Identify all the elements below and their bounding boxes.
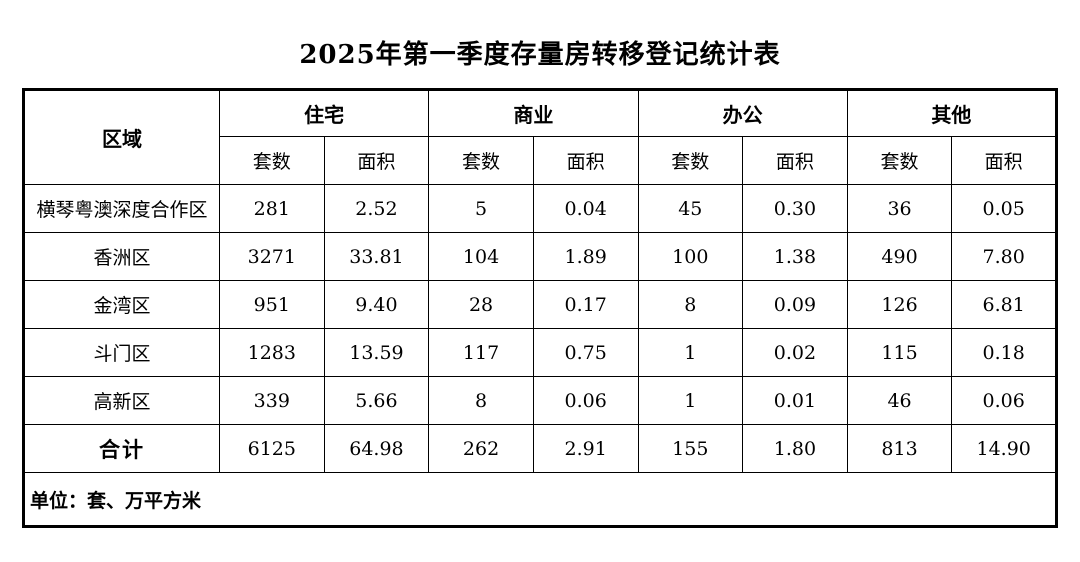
column-group-office: 办公 [637, 89, 848, 137]
value-cell: 0.06 [532, 376, 639, 425]
column-header-region: 区域 [23, 89, 220, 185]
column-group-other: 其他 [846, 89, 1058, 137]
header-group-row: 区域 住宅 商业 办公 其他 [23, 89, 1058, 185]
total-value-cell: 6125 [219, 424, 325, 473]
value-cell: 1.38 [742, 232, 848, 281]
value-cell: 0.09 [742, 280, 848, 329]
total-value-cell: 2.91 [532, 424, 639, 473]
value-cell: 115 [846, 328, 953, 377]
value-cell: 117 [428, 328, 534, 377]
subheader-other-units: 套数 [846, 136, 953, 185]
region-cell: 香洲区 [23, 232, 220, 281]
region-cell: 金湾区 [23, 280, 220, 329]
value-cell: 339 [219, 376, 325, 425]
value-cell: 0.06 [951, 376, 1057, 425]
subheader-office-area: 面积 [742, 136, 848, 185]
value-cell: 28 [428, 280, 534, 329]
total-value-cell: 262 [428, 424, 534, 473]
header-sub-row: 套数 面积 套数 面积 套数 面积 套数 面积 [24, 136, 1057, 185]
total-value-cell: 64.98 [323, 424, 430, 473]
value-cell: 490 [846, 232, 953, 281]
value-cell: 45 [637, 184, 744, 233]
region-cell: 斗门区 [23, 328, 220, 377]
table-row-doumen: 斗门区 1283 13.59 117 0.75 1 0.02 115 0.18 [23, 328, 1057, 377]
value-cell: 8 [428, 376, 534, 425]
value-cell: 13.59 [323, 328, 430, 377]
table-row-hengqin: 横琴粤澳深度合作区 281 2.52 5 0.04 45 0.30 36 0.0… [23, 184, 1057, 233]
unit-note: 单位：套、万平方米 [23, 472, 1057, 527]
value-cell: 0.17 [532, 280, 639, 329]
value-cell: 7.80 [951, 232, 1057, 281]
value-cell: 104 [428, 232, 534, 281]
value-cell: 3271 [219, 232, 325, 281]
value-cell: 0.01 [742, 376, 848, 425]
value-cell: 1.89 [532, 232, 639, 281]
column-group-residential: 住宅 [218, 89, 430, 137]
table-row-jinwan: 金湾区 951 9.40 28 0.17 8 0.09 126 6.81 [23, 280, 1057, 329]
total-row: 合计 6125 64.98 262 2.91 155 1.80 813 14.9… [23, 424, 1057, 473]
value-cell: 8 [637, 280, 744, 329]
value-cell: 281 [219, 184, 325, 233]
value-cell: 1 [637, 376, 744, 425]
value-cell: 33.81 [323, 232, 430, 281]
total-value-cell: 14.90 [951, 424, 1057, 473]
value-cell: 100 [637, 232, 744, 281]
table-row-gaoxin: 高新区 339 5.66 8 0.06 1 0.01 46 0.06 [23, 376, 1057, 425]
subheader-office-units: 套数 [637, 136, 744, 185]
table-row-xiangzhou: 香洲区 3271 33.81 104 1.89 100 1.38 490 7.8… [23, 232, 1057, 281]
value-cell: 0.75 [532, 328, 639, 377]
value-cell: 6.81 [951, 280, 1057, 329]
region-cell: 横琴粤澳深度合作区 [23, 184, 220, 233]
subheader-commercial-area: 面积 [532, 136, 639, 185]
value-cell: 1283 [219, 328, 325, 377]
value-cell: 126 [846, 280, 953, 329]
value-cell: 9.40 [323, 280, 430, 329]
page-title: 2025年第一季度存量房转移登记统计表 [299, 40, 781, 70]
value-cell: 2.52 [323, 184, 430, 233]
statistics-table: 区域 住宅 商业 办公 其他 套数 面积 套数 面积 套数 面积 套数 面积 横… [22, 88, 1058, 528]
total-label-cell: 合计 [23, 424, 220, 473]
value-cell: 0.05 [951, 184, 1057, 233]
subheader-other-area: 面积 [951, 136, 1057, 185]
column-group-commercial: 商业 [428, 89, 639, 137]
value-cell: 0.18 [951, 328, 1057, 377]
value-cell: 951 [219, 280, 325, 329]
value-cell: 5.66 [323, 376, 430, 425]
value-cell: 0.30 [742, 184, 848, 233]
value-cell: 0.04 [532, 184, 639, 233]
unit-note-row: 单位：套、万平方米 [23, 472, 1057, 527]
total-value-cell: 813 [846, 424, 953, 473]
subheader-residential-area: 面积 [323, 136, 430, 185]
value-cell: 0.02 [742, 328, 848, 377]
subheader-commercial-units: 套数 [428, 136, 534, 185]
total-value-cell: 1.80 [742, 424, 848, 473]
total-value-cell: 155 [637, 424, 744, 473]
subheader-residential-units: 套数 [219, 136, 325, 185]
value-cell: 5 [428, 184, 534, 233]
value-cell: 46 [846, 376, 953, 425]
value-cell: 1 [637, 328, 744, 377]
value-cell: 36 [846, 184, 953, 233]
region-cell: 高新区 [23, 376, 220, 425]
